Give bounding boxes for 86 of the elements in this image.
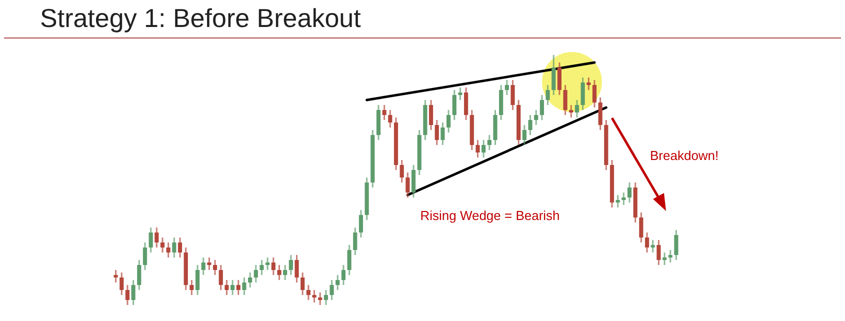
candlestick bbox=[166, 242, 170, 258]
chart-title: Strategy 1: Before Breakout bbox=[40, 3, 362, 33]
candlestick bbox=[358, 209, 364, 238]
candlestick bbox=[668, 249, 672, 264]
candlestick bbox=[137, 259, 142, 291]
candlestick bbox=[569, 104, 574, 118]
candlestick bbox=[172, 236, 176, 258]
candlestick bbox=[487, 134, 492, 151]
candlestick bbox=[125, 284, 130, 306]
candlestick bbox=[288, 254, 293, 276]
candlestick bbox=[254, 264, 258, 284]
candlestick bbox=[574, 99, 580, 118]
candlestick bbox=[586, 76, 591, 91]
candlestick bbox=[277, 264, 282, 281]
candlestick bbox=[294, 254, 299, 284]
candlestick bbox=[224, 279, 229, 296]
candlestick bbox=[552, 54, 556, 96]
candlestick bbox=[434, 119, 439, 146]
candlestick bbox=[458, 86, 462, 101]
candlestick bbox=[324, 289, 328, 306]
candlestick bbox=[440, 122, 445, 146]
candlestick bbox=[411, 164, 416, 198]
candlestick bbox=[131, 279, 136, 306]
candlestick bbox=[341, 264, 346, 286]
candlestick bbox=[271, 256, 276, 276]
candlestick bbox=[190, 279, 194, 296]
candlestick bbox=[318, 292, 322, 306]
candlestick bbox=[236, 279, 240, 296]
candlestick bbox=[336, 274, 340, 291]
candlestick bbox=[592, 79, 597, 108]
candlestick bbox=[388, 109, 392, 128]
candlestick bbox=[160, 236, 165, 254]
candlestick bbox=[557, 62, 562, 96]
candlestick bbox=[283, 264, 288, 281]
candlestick bbox=[406, 172, 410, 198]
candlestick bbox=[114, 269, 118, 284]
candlestick bbox=[482, 139, 486, 158]
candlestick bbox=[218, 264, 223, 291]
candlestick bbox=[195, 264, 200, 296]
candlestick bbox=[563, 84, 568, 116]
candlestick bbox=[650, 239, 655, 254]
candlestick bbox=[639, 212, 644, 244]
candlestick bbox=[522, 124, 526, 146]
candlestick bbox=[242, 276, 246, 296]
candlestick bbox=[598, 96, 602, 131]
candlestick bbox=[674, 229, 678, 261]
candlestick bbox=[627, 182, 632, 204]
candlestick bbox=[312, 289, 316, 304]
candlestick bbox=[504, 79, 509, 96]
candlestick bbox=[446, 109, 451, 134]
candlestick bbox=[148, 226, 153, 254]
candlestick bbox=[120, 272, 124, 296]
candlestick bbox=[212, 259, 218, 276]
candlestick bbox=[300, 272, 305, 296]
candlestick bbox=[656, 239, 661, 266]
candlestick bbox=[622, 192, 626, 206]
candlestick bbox=[154, 226, 159, 248]
candlestick bbox=[616, 194, 620, 208]
candlestick bbox=[142, 242, 148, 271]
candlestick bbox=[353, 226, 358, 256]
candlestick bbox=[452, 89, 456, 121]
candlestick bbox=[476, 139, 480, 158]
candlestick bbox=[540, 94, 544, 121]
candlestick bbox=[464, 86, 468, 121]
candlestick bbox=[330, 279, 334, 301]
candlestick bbox=[347, 244, 352, 276]
candlestick bbox=[382, 104, 386, 121]
candlestick bbox=[580, 76, 585, 111]
annotation: Rising Wedge = Bearish bbox=[420, 208, 560, 223]
candlestick bbox=[230, 279, 235, 296]
candlestick bbox=[266, 256, 270, 271]
candlestick bbox=[510, 79, 515, 111]
candlestick bbox=[546, 84, 550, 106]
candlestick bbox=[528, 114, 532, 136]
candlestick bbox=[207, 256, 212, 271]
candlestick bbox=[534, 109, 538, 126]
candlestick bbox=[662, 252, 667, 266]
candlestick bbox=[428, 99, 434, 131]
candlestick bbox=[248, 272, 252, 288]
candlestick bbox=[306, 284, 310, 301]
candlestick bbox=[400, 159, 404, 184]
candlestick bbox=[178, 236, 182, 258]
candlestick bbox=[201, 256, 206, 276]
candlestick bbox=[260, 259, 264, 276]
annotation: Breakdown! bbox=[650, 148, 719, 163]
candlestick bbox=[644, 232, 650, 254]
